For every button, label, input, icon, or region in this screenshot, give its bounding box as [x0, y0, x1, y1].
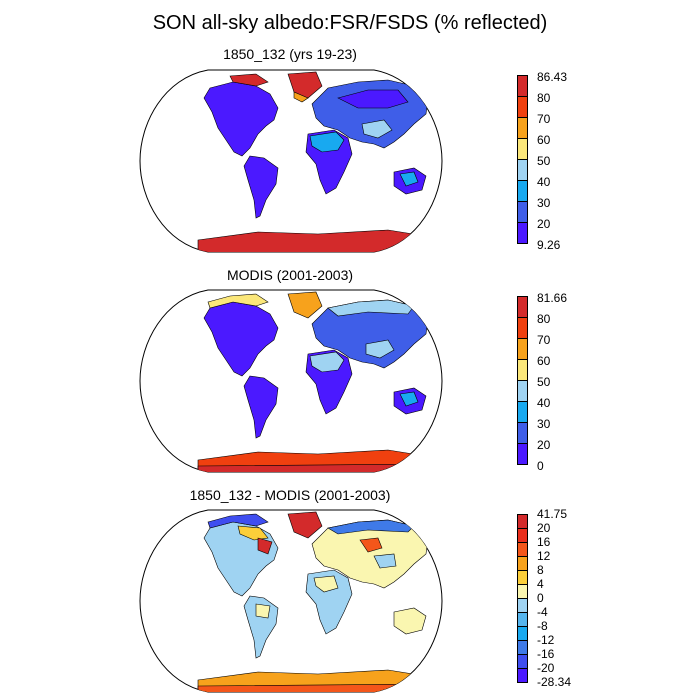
- colorbar-segment: [517, 654, 528, 669]
- panel-3-title: 1850_132 - MODIS (2001-2003): [189, 487, 391, 503]
- south-america: [243, 595, 279, 659]
- colorbar-segment: [517, 380, 528, 402]
- colorbar-segment: [517, 201, 528, 223]
- colorbar-segment: [517, 338, 528, 360]
- colorbar-label: 70: [537, 333, 551, 347]
- colorbar-segment: [517, 422, 528, 444]
- colorbar-segment: [517, 96, 528, 118]
- south-america: [243, 155, 279, 219]
- colorbar-segment: [517, 138, 528, 160]
- colorbar-segment: [517, 626, 528, 641]
- colorbar-label: 41.75: [537, 507, 568, 521]
- colorbar-label: 0: [537, 459, 544, 473]
- greenland: [287, 511, 323, 539]
- colorbar-label: 40: [537, 175, 551, 189]
- colorbar-segment: [517, 317, 528, 339]
- colorbar-label: -8: [537, 619, 548, 633]
- colorbar-label: -4: [537, 605, 548, 619]
- colorbar-segment: [517, 570, 528, 585]
- colorbar-segment: [517, 612, 528, 627]
- colorbar-label: 86.43: [537, 70, 568, 84]
- colorbar-segment: [517, 542, 528, 557]
- colorbar-label: 50: [537, 154, 551, 168]
- colorbar-segment: [517, 222, 528, 244]
- colorbar-segment: [517, 528, 528, 543]
- colorbar-label: 16: [537, 535, 551, 549]
- colorbar-segment: [517, 117, 528, 139]
- north-america: [203, 81, 279, 157]
- colorbar-label: 60: [537, 133, 551, 147]
- colorbar-label: 30: [537, 196, 551, 210]
- colorbar-segment: [517, 75, 528, 97]
- colorbar-label: -20: [537, 661, 555, 675]
- australia: [393, 607, 427, 635]
- colorbar-segment: [517, 598, 528, 613]
- greenland: [287, 71, 323, 99]
- colorbar-segment: [517, 401, 528, 423]
- colorbar-label: 30: [537, 417, 551, 431]
- colorbar-segment: [517, 443, 528, 465]
- colorbar-segment: [517, 668, 528, 683]
- panel-1-title: 1850_132 (yrs 19-23): [223, 46, 357, 62]
- greenland: [287, 291, 323, 319]
- south-america: [243, 375, 279, 439]
- colorbar-label: -28.34: [537, 675, 572, 689]
- colorbar-segment: [517, 296, 528, 318]
- colorbar-label: 20: [537, 217, 551, 231]
- colorbar-segment: [517, 640, 528, 655]
- colorbar-label: 20: [537, 521, 551, 535]
- colorbar-label: 80: [537, 312, 551, 326]
- colorbar-segment: [517, 159, 528, 181]
- colorbar-label: 50: [537, 375, 551, 389]
- colorbar-segment: [517, 584, 528, 599]
- north-america: [203, 301, 279, 377]
- colorbar-label: 9.26: [537, 238, 561, 252]
- colorbar-label: 40: [537, 396, 551, 410]
- colorbar-label: 60: [537, 354, 551, 368]
- map-panel-3: [139, 509, 443, 693]
- colorbar-label: 8: [537, 563, 544, 577]
- colorbar-segment: [517, 514, 528, 529]
- colorbar-label: 12: [537, 549, 551, 563]
- panel-2-title: MODIS (2001-2003): [226, 267, 354, 283]
- colorbar-segment: [517, 556, 528, 571]
- map-panel-1: [139, 69, 443, 253]
- colorbar-label: 80: [537, 91, 551, 105]
- colorbar-label: 70: [537, 112, 551, 126]
- colorbar-label: 81.66: [537, 291, 568, 305]
- colorbar-segment: [517, 359, 528, 381]
- colorbar-segment: [517, 180, 528, 202]
- colorbar-label: 0: [537, 591, 544, 605]
- colorbar-label: -16: [537, 647, 555, 661]
- colorbar-label: 4: [537, 577, 544, 591]
- colorbar-label: 20: [537, 438, 551, 452]
- map-panel-2: [139, 289, 443, 473]
- colorbar-label: -12: [537, 633, 555, 647]
- figure-title: SON all-sky albedo:FSR/FSDS (% reflected…: [152, 12, 548, 34]
